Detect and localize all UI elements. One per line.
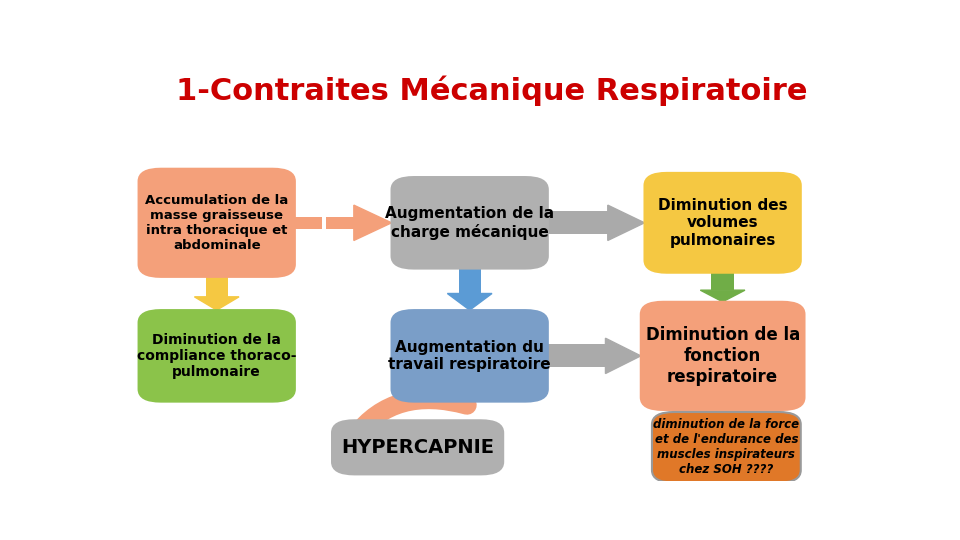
Text: 1-Contraites Mécanique Respiratoire: 1-Contraites Mécanique Respiratoire xyxy=(177,75,807,106)
Text: HYPERCAPNIE: HYPERCAPNIE xyxy=(341,438,494,457)
Text: Augmentation du
travail respiratoire: Augmentation du travail respiratoire xyxy=(389,340,551,372)
FancyBboxPatch shape xyxy=(392,310,548,402)
Polygon shape xyxy=(447,294,492,310)
Text: Augmentation de la
charge mécanique: Augmentation de la charge mécanique xyxy=(385,206,554,240)
Polygon shape xyxy=(194,297,239,310)
Text: Accumulation de la
masse graisseuse
intra thoracique et
abdominale: Accumulation de la masse graisseuse intr… xyxy=(145,194,288,252)
FancyBboxPatch shape xyxy=(295,217,323,229)
FancyBboxPatch shape xyxy=(641,302,804,410)
FancyBboxPatch shape xyxy=(326,217,354,229)
FancyBboxPatch shape xyxy=(392,177,548,268)
Text: Diminution des
volumes
pulmonaires: Diminution des volumes pulmonaires xyxy=(658,198,787,248)
FancyArrowPatch shape xyxy=(355,400,467,436)
FancyBboxPatch shape xyxy=(652,412,801,483)
FancyBboxPatch shape xyxy=(548,345,606,367)
Text: Diminution de la
compliance thoraco-
pulmonaire: Diminution de la compliance thoraco- pul… xyxy=(137,333,297,379)
FancyBboxPatch shape xyxy=(332,420,503,474)
Polygon shape xyxy=(354,205,392,240)
FancyBboxPatch shape xyxy=(459,268,481,294)
FancyBboxPatch shape xyxy=(138,168,295,277)
FancyBboxPatch shape xyxy=(548,211,608,234)
Text: Diminution de la
fonction
respiratoire: Diminution de la fonction respiratoire xyxy=(645,326,800,386)
Polygon shape xyxy=(608,205,644,240)
FancyBboxPatch shape xyxy=(205,277,228,297)
Polygon shape xyxy=(606,338,641,374)
Text: diminution de la force
et de l'endurance des
muscles inspirateurs
chez SOH ????: diminution de la force et de l'endurance… xyxy=(654,418,800,476)
Polygon shape xyxy=(701,290,745,302)
FancyBboxPatch shape xyxy=(644,173,801,273)
FancyBboxPatch shape xyxy=(138,310,295,402)
FancyBboxPatch shape xyxy=(711,273,733,290)
